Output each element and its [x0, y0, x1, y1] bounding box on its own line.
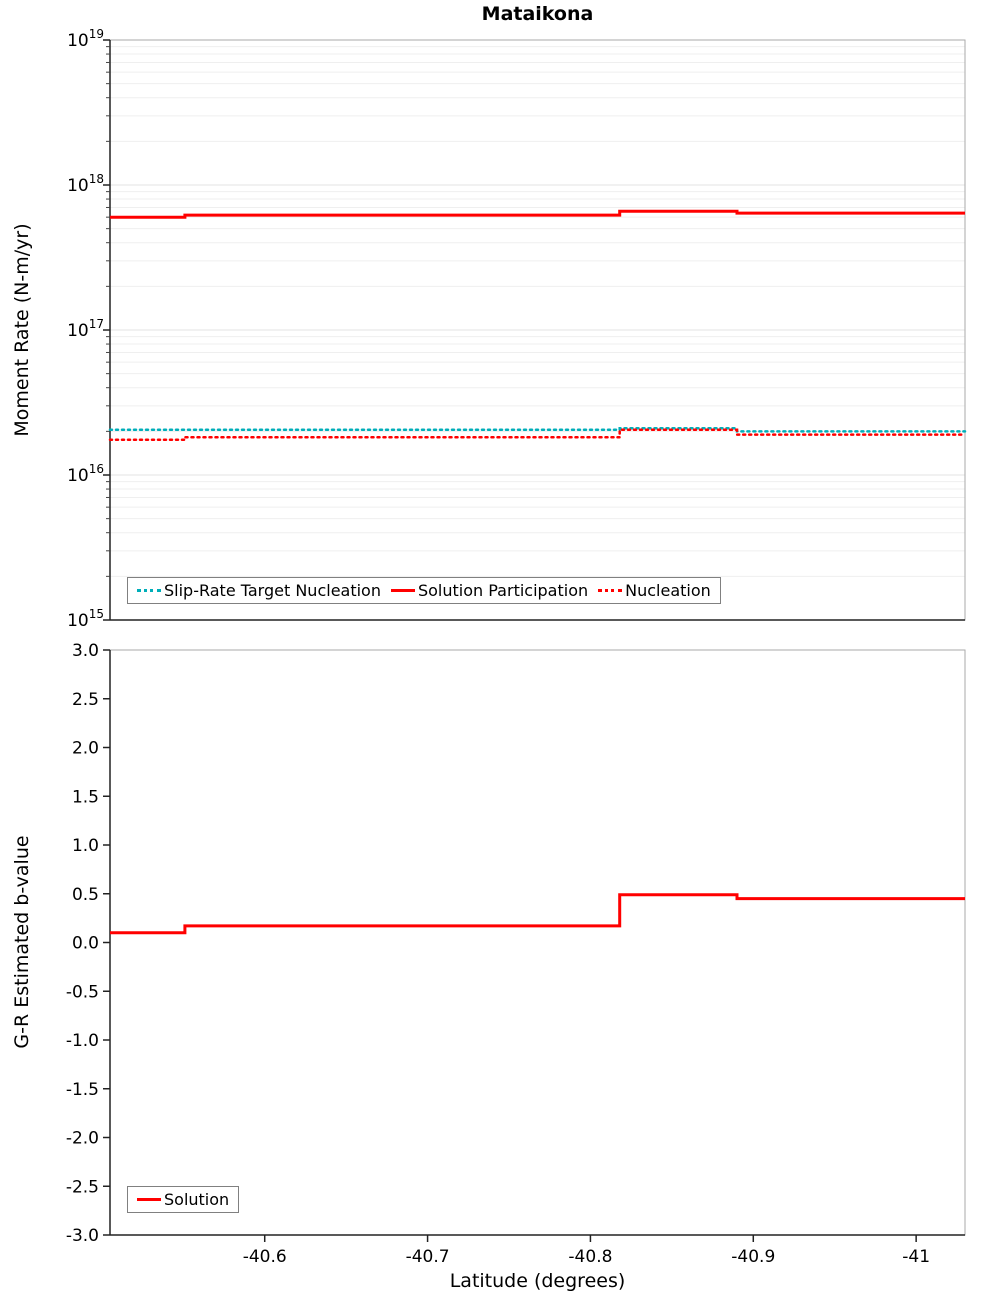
solution-participation-line-sample: [390, 589, 415, 592]
legend-label: Solution: [164, 1190, 230, 1209]
svg-text:-0.5: -0.5: [66, 982, 99, 1002]
svg-text:1015: 1015: [67, 607, 104, 631]
svg-text:-2.0: -2.0: [66, 1129, 99, 1149]
legend-moment-rate: Slip-Rate Target Nucleation Solution Par…: [127, 577, 721, 604]
svg-text:-40.9: -40.9: [731, 1247, 775, 1267]
svg-text:2.5: 2.5: [72, 690, 99, 710]
svg-text:-40.7: -40.7: [406, 1247, 450, 1267]
svg-text:-2.5: -2.5: [66, 1177, 99, 1197]
slip-rate-target-nucleation-line-sample: [137, 589, 161, 592]
svg-text:-40.8: -40.8: [568, 1247, 612, 1267]
svg-text:1018: 1018: [67, 172, 104, 196]
legend-item-slip-rate-target-nucleation: Slip-Rate Target Nucleation: [137, 581, 381, 600]
x-axis-label-latitude: Latitude (degrees): [449, 1270, 626, 1292]
svg-text:-3.0: -3.0: [66, 1226, 99, 1246]
svg-text:-40.6: -40.6: [243, 1247, 287, 1267]
nucleation-line-sample: [598, 589, 623, 592]
legend-label: Solution Participation: [417, 581, 589, 600]
b-value-chart: -3.0 -2.5 -2.0 -1.5 -1.0 -0.5 0.0 0.5 1.0 1.5 2.0 2…: [66, 641, 966, 1267]
solution-line-sample: [137, 1198, 161, 1201]
legend-label: Nucleation: [625, 581, 711, 600]
svg-text:-41: -41: [902, 1247, 930, 1267]
svg-text:1.0: 1.0: [72, 836, 99, 856]
svg-text:2.0: 2.0: [72, 739, 99, 759]
svg-text:1.5: 1.5: [72, 787, 99, 807]
legend-label: Slip-Rate Target Nucleation: [164, 581, 381, 600]
svg-text:0.0: 0.0: [72, 934, 99, 954]
svg-text:1017: 1017: [67, 317, 104, 341]
moment-rate-chart: 1015 1016 1017 1018 1019: [67, 27, 967, 631]
legend-b-value: Solution: [127, 1186, 240, 1213]
legend-item-nucleation: Nucleation: [598, 581, 711, 600]
svg-text:3.0: 3.0: [72, 641, 99, 661]
legend-item-solution-participation: Solution Participation: [390, 581, 589, 600]
svg-text:-1.0: -1.0: [66, 1031, 99, 1051]
svg-text:-1.5: -1.5: [66, 1080, 99, 1100]
svg-text:0.5: 0.5: [72, 885, 99, 905]
svg-text:1016: 1016: [67, 462, 104, 486]
legend-item-solution: Solution: [137, 1190, 229, 1209]
chart-title: Mataikona: [481, 3, 594, 25]
svg-text:1019: 1019: [67, 27, 104, 51]
